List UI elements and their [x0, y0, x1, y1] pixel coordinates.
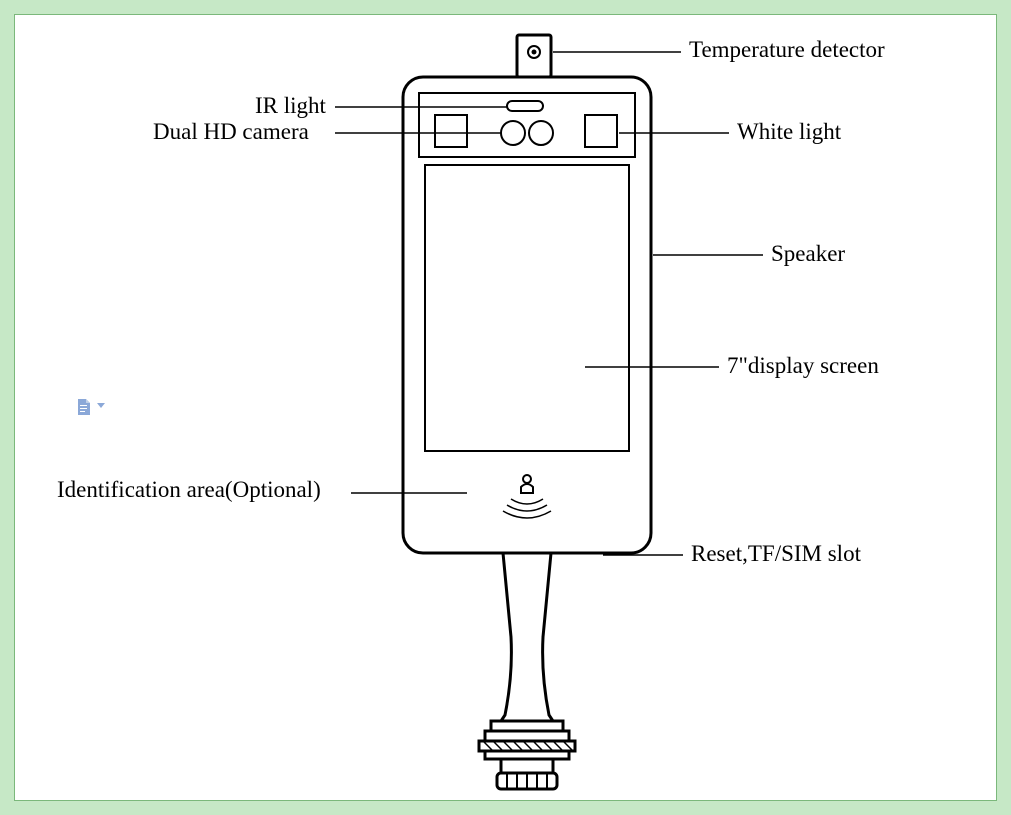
label-white-light: White light [737, 119, 841, 145]
label-speaker: Speaker [771, 241, 845, 267]
label-ir-light: IR light [255, 93, 326, 119]
label-dual-hd-camera: Dual HD camera [153, 119, 309, 145]
device-body [403, 77, 651, 553]
device-neck [501, 553, 553, 721]
label-reset-slot: Reset,TF/SIM slot [691, 541, 861, 567]
label-temp-detector: Temperature detector [689, 37, 885, 63]
label-display-screen: 7"display screen [727, 353, 879, 379]
connector-base [479, 721, 575, 789]
temp-detector-module [517, 35, 551, 77]
diagram-frame: Temperature detector IR light Dual HD ca… [14, 14, 997, 801]
label-identification-area: Identification area(Optional) [57, 477, 321, 503]
